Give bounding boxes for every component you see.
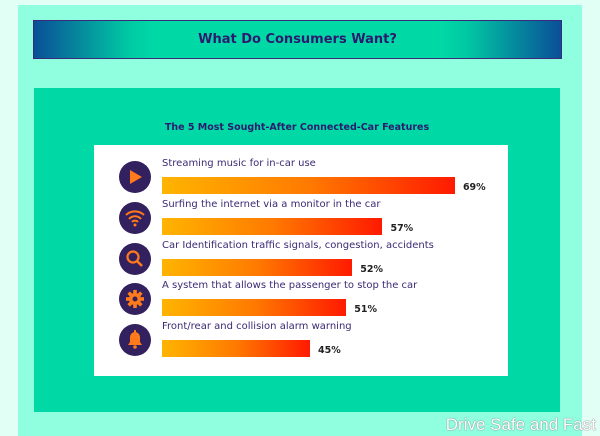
bar-label: A system that allows the passenger to st… — [162, 280, 418, 291]
bar — [162, 218, 383, 235]
value-label: 45% — [317, 345, 341, 356]
search-icon — [119, 243, 151, 275]
bar-label: Streaming music for in-car use — [162, 158, 316, 169]
play-icon — [119, 161, 151, 193]
bar — [162, 340, 310, 357]
value-label: 57% — [390, 223, 414, 234]
page-title: What Do Consumers Want? — [198, 32, 397, 47]
wifi-icon — [119, 202, 151, 234]
bar-label: Surfing the internet via a monitor in th… — [162, 199, 381, 210]
chart-title: The 5 Most Sought-After Connected-Car Fe… — [164, 122, 430, 133]
value-label: 51% — [354, 304, 377, 315]
chart-card: Streaming music for in-car use 69% Surfing… — [94, 145, 508, 376]
bar — [162, 259, 353, 276]
bar-label: Car Identification traffic signals, cong… — [162, 240, 434, 251]
watermark: Drive Safe and Fast — [445, 415, 596, 434]
bar — [162, 299, 347, 316]
page-title-banner: What Do Consumers Want? — [33, 20, 562, 59]
bar — [162, 177, 455, 194]
value-label: 52% — [360, 264, 383, 275]
bell-icon — [119, 324, 151, 356]
gear-icon — [119, 283, 151, 315]
value-label: 69% — [462, 182, 486, 193]
bar-label: Front/rear and collision alarm warning — [162, 321, 352, 332]
